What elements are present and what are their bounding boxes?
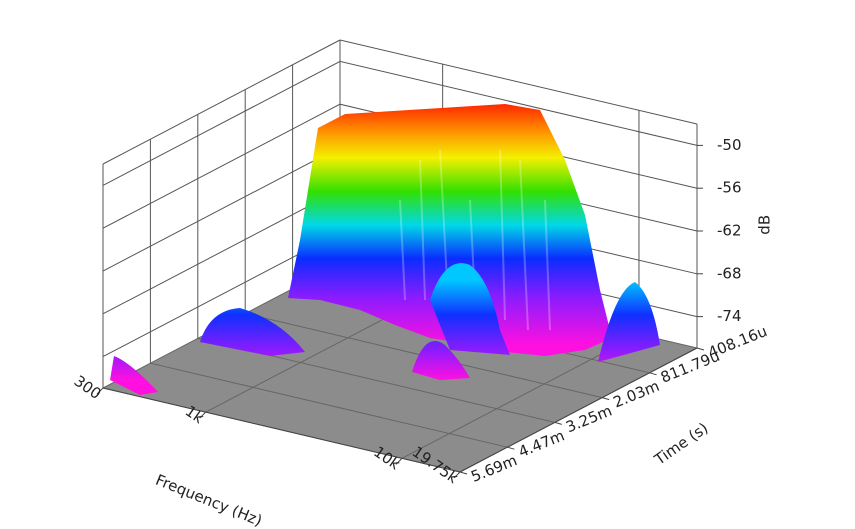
z-tick-label: -68 [717, 264, 742, 282]
y-axis-title: Time (s) [650, 419, 711, 469]
z-axis-title: dB [756, 215, 774, 235]
y-tick [649, 372, 657, 376]
axis-line [102, 387, 461, 473]
z-tick-label: -56 [717, 179, 742, 197]
wall-grid-line [102, 103, 698, 229]
x-tick-label: 300 [71, 372, 105, 403]
z-tick-label: -62 [717, 222, 742, 240]
surface [110, 104, 660, 395]
x-tick [199, 411, 207, 419]
surface-bump [430, 263, 510, 355]
surface-bump [110, 356, 158, 395]
y-tick [554, 421, 562, 425]
surface-main [288, 104, 612, 356]
wall-edge [339, 39, 698, 125]
floor-grid-line [150, 362, 508, 448]
y-tick [696, 347, 705, 351]
y-tick [507, 446, 515, 450]
wall-edge [102, 39, 341, 165]
surface-bump [412, 341, 470, 380]
surface-bump [200, 308, 305, 356]
x-axis-title: Frequency (Hz) [153, 471, 265, 529]
wall-grid-line [102, 60, 698, 186]
z-tick-label: -50 [717, 136, 742, 154]
floor-grid-line [401, 333, 640, 459]
x-tick [96, 387, 104, 395]
y-tick [602, 397, 610, 401]
surface-bump [598, 282, 660, 362]
axis-line [459, 347, 698, 473]
surface-ridges [399, 149, 551, 331]
y-tick [459, 471, 468, 475]
z-tick-label: -74 [717, 307, 742, 325]
x-tick [395, 457, 403, 465]
x-tick [453, 471, 461, 479]
